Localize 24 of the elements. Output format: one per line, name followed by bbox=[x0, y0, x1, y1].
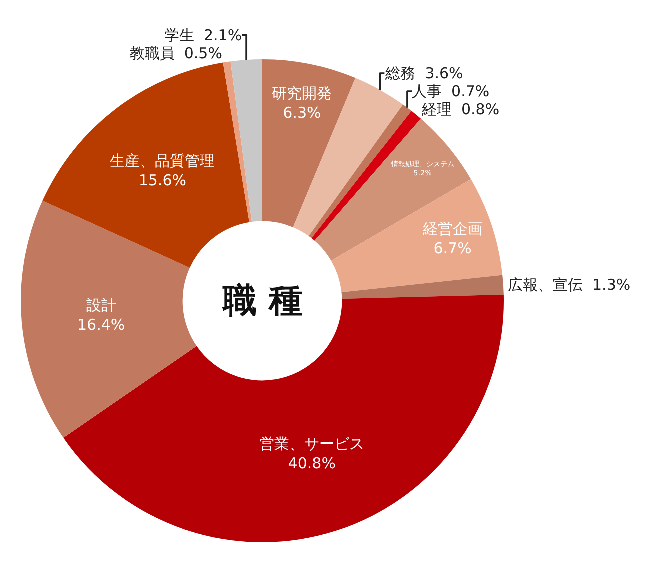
slice-label: 広報、宣伝 1.3% bbox=[508, 276, 631, 294]
donut-slice bbox=[42, 62, 250, 268]
slice-label: 経営企画 bbox=[422, 220, 483, 238]
donut-slice bbox=[223, 62, 252, 222]
donut-slice bbox=[230, 60, 262, 222]
slice-label: 生産、品質管理 bbox=[110, 152, 216, 170]
donut-slice bbox=[262, 60, 356, 228]
text: 職 種 bbox=[222, 281, 303, 321]
slice-label: 学生 2.1% bbox=[164, 26, 242, 44]
data-label: 6.3% bbox=[283, 104, 322, 122]
slice-label: 人事 0.7% bbox=[412, 82, 490, 101]
slice-label: 総務 3.6% bbox=[384, 64, 464, 83]
donut-slice bbox=[331, 179, 503, 293]
data-label: 40.8% bbox=[288, 454, 336, 472]
slice-label: 経理 0.8% bbox=[420, 100, 500, 119]
data-label: 6.7% bbox=[434, 239, 472, 258]
slice-label: 設計 bbox=[86, 296, 116, 314]
donut-slice bbox=[21, 200, 197, 438]
donut-slice bbox=[342, 275, 504, 299]
data-label: 15.6% bbox=[138, 171, 186, 190]
data-label: 16.4% bbox=[78, 316, 126, 334]
slice-label: 研究開発 bbox=[272, 84, 332, 102]
slice-label: 教職員 0.5% bbox=[130, 44, 222, 62]
slice-label: 営業、サービス bbox=[260, 434, 365, 453]
